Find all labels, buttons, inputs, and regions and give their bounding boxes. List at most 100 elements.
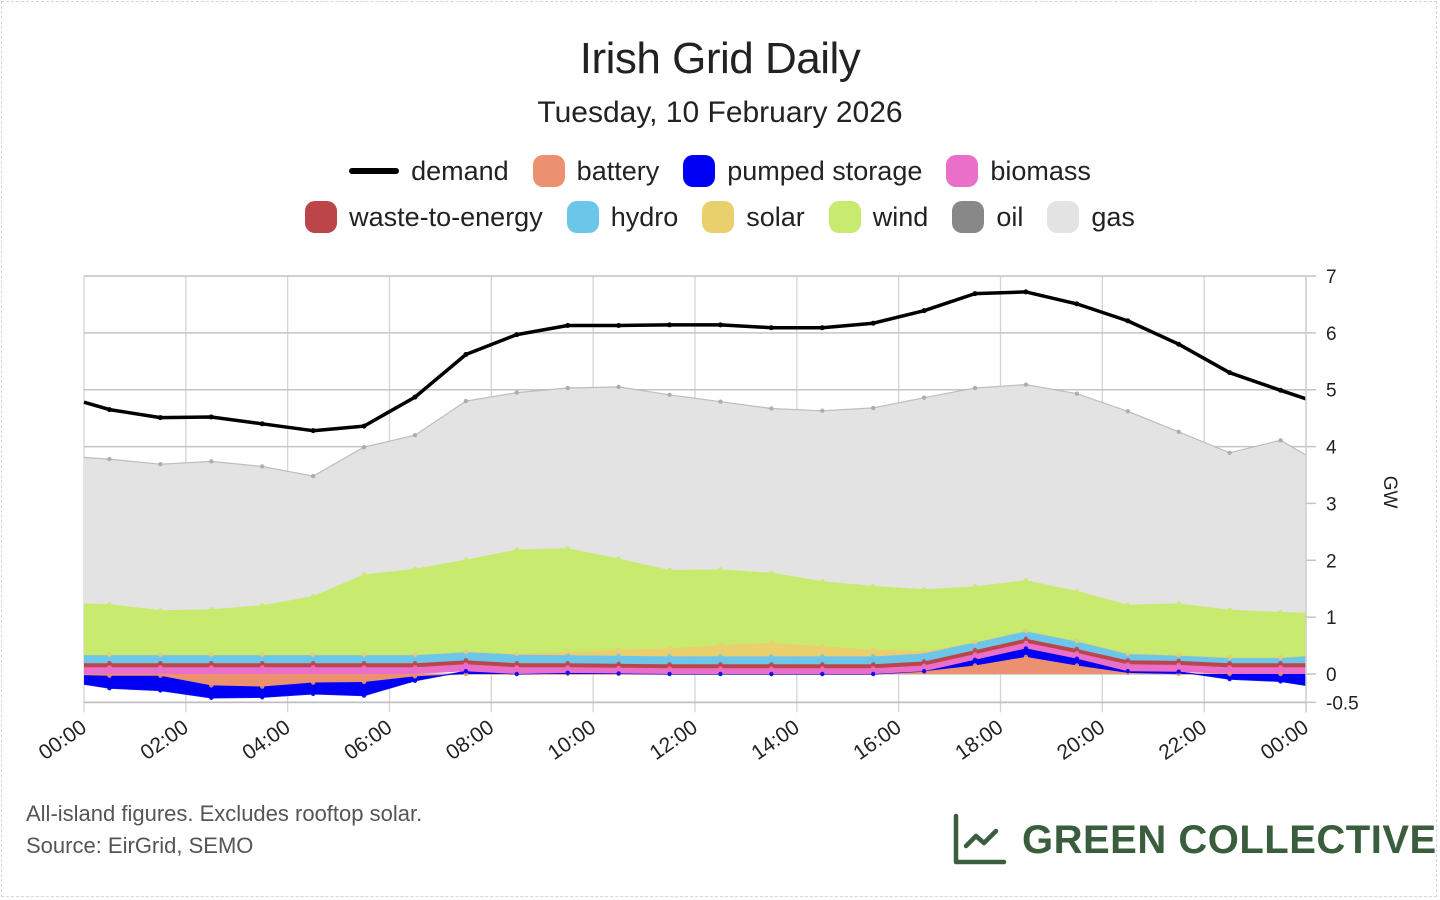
series-markers xyxy=(107,382,1283,701)
point-biomass xyxy=(1125,662,1130,667)
point-wind xyxy=(260,603,265,608)
x-tick-label: 16:00 xyxy=(849,716,905,765)
point-waste-to-energy xyxy=(1023,636,1029,641)
point-biomass xyxy=(310,664,316,670)
legend-label: oil xyxy=(996,201,1024,232)
point-pumped-storage xyxy=(769,671,774,677)
legend-item-demand[interactable]: demand xyxy=(349,156,509,187)
point-waste-to-energy xyxy=(718,662,723,667)
point-biomass xyxy=(412,664,418,670)
point-solar xyxy=(1023,628,1029,633)
point-wind xyxy=(1023,577,1029,583)
point-battery xyxy=(1023,654,1029,660)
demand-point xyxy=(616,322,622,328)
point-wind xyxy=(667,567,672,573)
point-battery xyxy=(209,683,214,688)
point-pumped-storage xyxy=(158,688,163,693)
point-waste-to-energy xyxy=(412,660,418,666)
legend-item-oil[interactable]: oil xyxy=(952,201,1023,233)
demand-point xyxy=(1278,387,1284,393)
point-biomass xyxy=(361,664,367,670)
demand-series xyxy=(83,289,1307,434)
y-tick-label: 1 xyxy=(1326,608,1337,629)
area-waste-to-energy xyxy=(84,638,1306,669)
point-waste-to-energy xyxy=(514,660,519,666)
footnote: All-island figures. Excludes rooftop sol… xyxy=(26,801,423,826)
point-pumped-storage xyxy=(565,670,570,676)
point-pumped-storage xyxy=(260,695,265,700)
x-tick-label: 04:00 xyxy=(238,716,294,765)
demand-point xyxy=(310,428,316,434)
point-gas xyxy=(565,385,570,391)
point-gas xyxy=(158,461,163,467)
demand-point xyxy=(870,320,876,326)
legend-label: pumped storage xyxy=(727,155,923,186)
point-solar xyxy=(871,647,876,652)
legend-item-gas[interactable]: gas xyxy=(1047,201,1135,233)
point-pumped-storage xyxy=(107,686,112,691)
legend-swatch-icon xyxy=(952,201,985,233)
point-gas xyxy=(972,385,978,391)
stacked-areas xyxy=(83,383,1307,699)
point-pumped-storage xyxy=(1023,646,1029,651)
legend-swatch-icon xyxy=(946,155,979,187)
legend-label: biomass xyxy=(990,155,1091,186)
point-hydro xyxy=(667,654,672,659)
point-biomass xyxy=(718,666,723,671)
demand-point xyxy=(106,407,112,413)
legend-label: solar xyxy=(746,201,805,232)
demand-point xyxy=(157,415,163,421)
legend-label: gas xyxy=(1091,201,1135,232)
point-wind xyxy=(769,570,774,575)
legend-swatch-icon xyxy=(1047,201,1080,233)
point-solar xyxy=(310,652,316,657)
legend-item-wind[interactable]: wind xyxy=(828,201,928,233)
point-battery xyxy=(1278,671,1283,677)
legend-swatch-icon xyxy=(683,155,716,187)
point-hydro xyxy=(616,653,621,659)
x-tick-label: 20:00 xyxy=(1053,716,1109,765)
point-gas xyxy=(463,398,469,404)
point-pumped-storage xyxy=(616,671,621,676)
legend-item-hydro[interactable]: hydro xyxy=(566,201,679,233)
point-wind xyxy=(718,567,723,572)
point-solar xyxy=(209,652,214,657)
point-hydro xyxy=(871,654,876,659)
legend-item-solar[interactable]: solar xyxy=(702,201,805,233)
legend-label: hydro xyxy=(610,201,679,232)
legend-item-pumped-storage[interactable]: pumped storage xyxy=(683,155,922,187)
legend-item-biomass[interactable]: biomass xyxy=(946,155,1091,187)
point-wind xyxy=(1227,607,1232,612)
x-tick-label: 12:00 xyxy=(646,716,702,765)
point-waste-to-energy xyxy=(820,662,825,667)
point-waste-to-energy xyxy=(972,647,978,653)
point-biomass xyxy=(1176,662,1181,668)
point-biomass xyxy=(667,666,672,671)
point-gas xyxy=(1278,438,1283,443)
point-battery xyxy=(1074,663,1080,668)
point-gas xyxy=(921,395,927,400)
legend-item-battery[interactable]: battery xyxy=(532,155,659,187)
legend-line-icon xyxy=(349,168,400,174)
demand-point xyxy=(768,325,774,331)
y-tick-label: 4 xyxy=(1326,438,1337,459)
point-biomass xyxy=(871,666,876,671)
point-wind xyxy=(514,547,519,552)
point-pumped-storage xyxy=(310,691,316,697)
point-battery xyxy=(412,674,418,679)
brand-logo: GREEN COLLECTIVE xyxy=(952,812,1437,868)
point-gas xyxy=(412,433,418,438)
y-axis-title: GW xyxy=(1379,476,1400,509)
legend-swatch-icon xyxy=(702,201,735,233)
point-battery xyxy=(361,679,367,685)
legend-swatch-icon xyxy=(566,201,599,233)
y-tick-label: 0 xyxy=(1326,665,1337,686)
point-waste-to-energy xyxy=(871,662,876,667)
demand-point xyxy=(717,322,723,328)
demand-point xyxy=(412,394,418,400)
point-waste-to-energy xyxy=(565,660,570,666)
point-gas xyxy=(1074,391,1080,396)
point-pumped-storage xyxy=(412,678,418,684)
legend-item-waste-to-energy[interactable]: waste-to-energy xyxy=(305,201,543,233)
